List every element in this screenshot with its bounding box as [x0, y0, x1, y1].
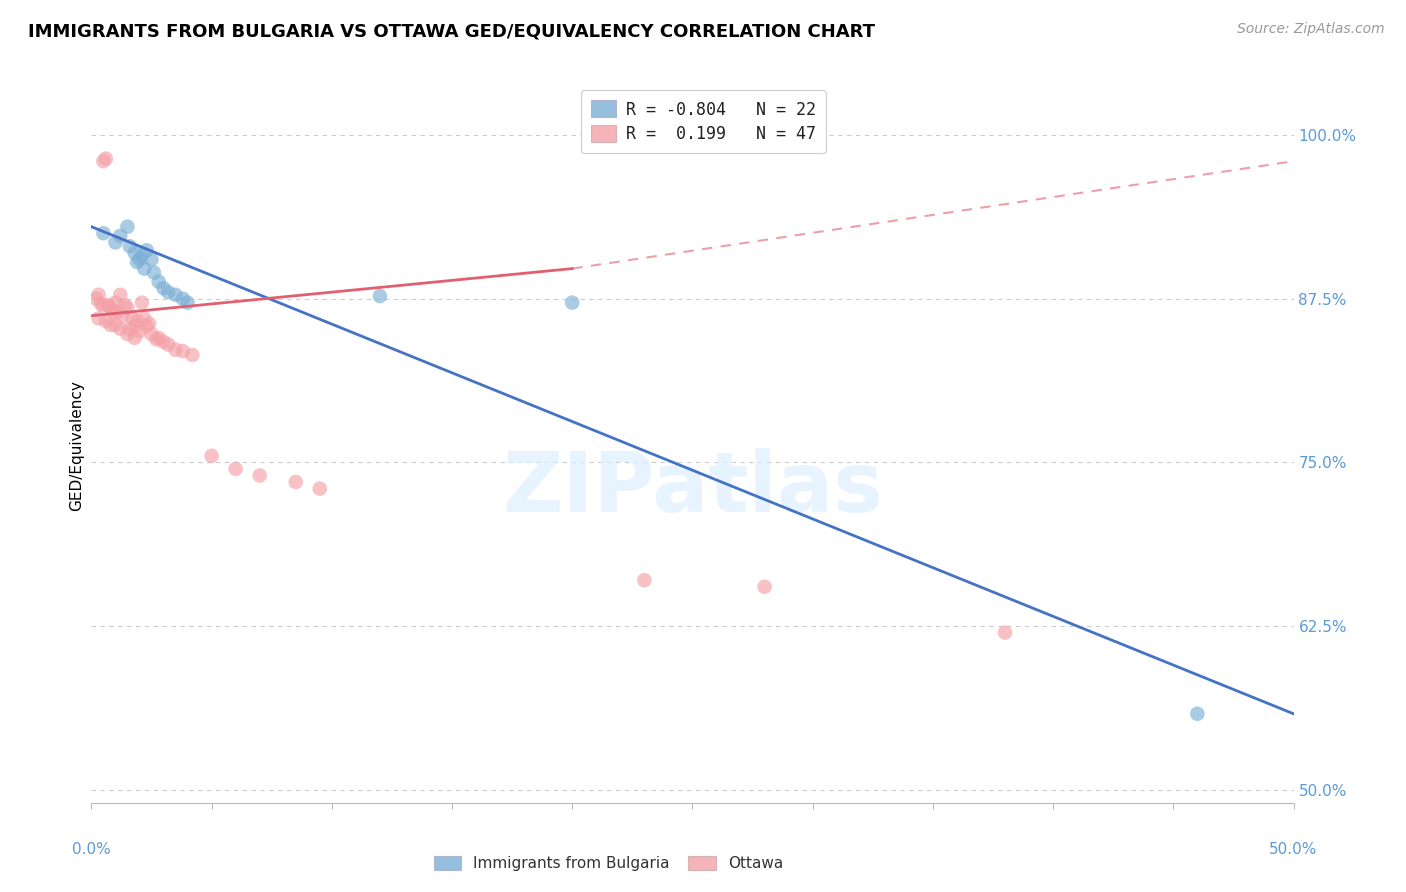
Point [128, 325, 150, 339]
Point [110, 322, 132, 336]
Point [131, 295, 153, 310]
Point [124, 319, 146, 334]
Point [134, 311, 156, 326]
Point [201, 449, 224, 463]
Point [181, 348, 204, 362]
Point [117, 219, 139, 234]
Point [121, 311, 143, 326]
Point [107, 305, 129, 319]
Point [100, 301, 122, 315]
Point [561, 295, 583, 310]
Point [994, 625, 1017, 640]
Point [142, 266, 165, 280]
Point [135, 244, 157, 258]
Text: 0.0%: 0.0% [72, 842, 111, 856]
Point [117, 301, 139, 315]
Point [754, 580, 776, 594]
Point [117, 326, 139, 341]
Point [131, 248, 153, 262]
Point [148, 331, 170, 345]
Point [172, 292, 194, 306]
Point [138, 317, 160, 331]
Text: ZIPatlas: ZIPatlas [502, 449, 883, 529]
Point [165, 287, 187, 301]
Text: IMMIGRANTS FROM BULGARIA VS OTTAWA GED/EQUIVALENCY CORRELATION CHART: IMMIGRANTS FROM BULGARIA VS OTTAWA GED/E… [28, 22, 875, 40]
Point [104, 318, 127, 332]
Point [118, 239, 141, 253]
Point [284, 475, 307, 489]
Text: 50.0%: 50.0% [1270, 842, 1317, 856]
Text: Source: ZipAtlas.com: Source: ZipAtlas.com [1237, 22, 1385, 37]
Point [141, 252, 163, 267]
Point [176, 295, 198, 310]
Point [125, 314, 148, 328]
Point [118, 322, 141, 336]
Point [141, 326, 163, 341]
Point [128, 252, 150, 267]
Point [94, 152, 117, 166]
Point [90, 297, 112, 311]
Point [134, 261, 156, 276]
Point [145, 332, 167, 346]
Point [87, 287, 110, 301]
Legend: Immigrants from Bulgaria, Ottawa: Immigrants from Bulgaria, Ottawa [427, 849, 789, 877]
Point [157, 285, 180, 300]
Point [225, 462, 247, 476]
Point [308, 482, 330, 496]
Point [93, 298, 115, 312]
Point [148, 275, 170, 289]
Point [125, 255, 148, 269]
Point [110, 228, 132, 243]
Point [104, 235, 127, 250]
Point [101, 305, 124, 319]
Point [368, 289, 391, 303]
Point [100, 318, 122, 332]
Point [172, 344, 194, 359]
Point [124, 331, 146, 345]
Point [249, 468, 271, 483]
Point [84, 292, 107, 306]
Point [94, 314, 117, 328]
Point [104, 295, 127, 310]
Y-axis label: GED/Equivalency: GED/Equivalency [69, 381, 84, 511]
Point [135, 319, 157, 334]
Point [97, 298, 120, 312]
Point [114, 298, 136, 312]
Point [633, 573, 655, 587]
Point [111, 309, 134, 323]
Point [124, 245, 146, 260]
Point [157, 337, 180, 351]
Point [165, 343, 187, 357]
Point [93, 154, 115, 169]
Point [93, 226, 115, 240]
Point [1187, 706, 1209, 721]
Point [152, 281, 174, 295]
Point [110, 287, 132, 301]
Point [152, 334, 174, 349]
Point [87, 311, 110, 326]
